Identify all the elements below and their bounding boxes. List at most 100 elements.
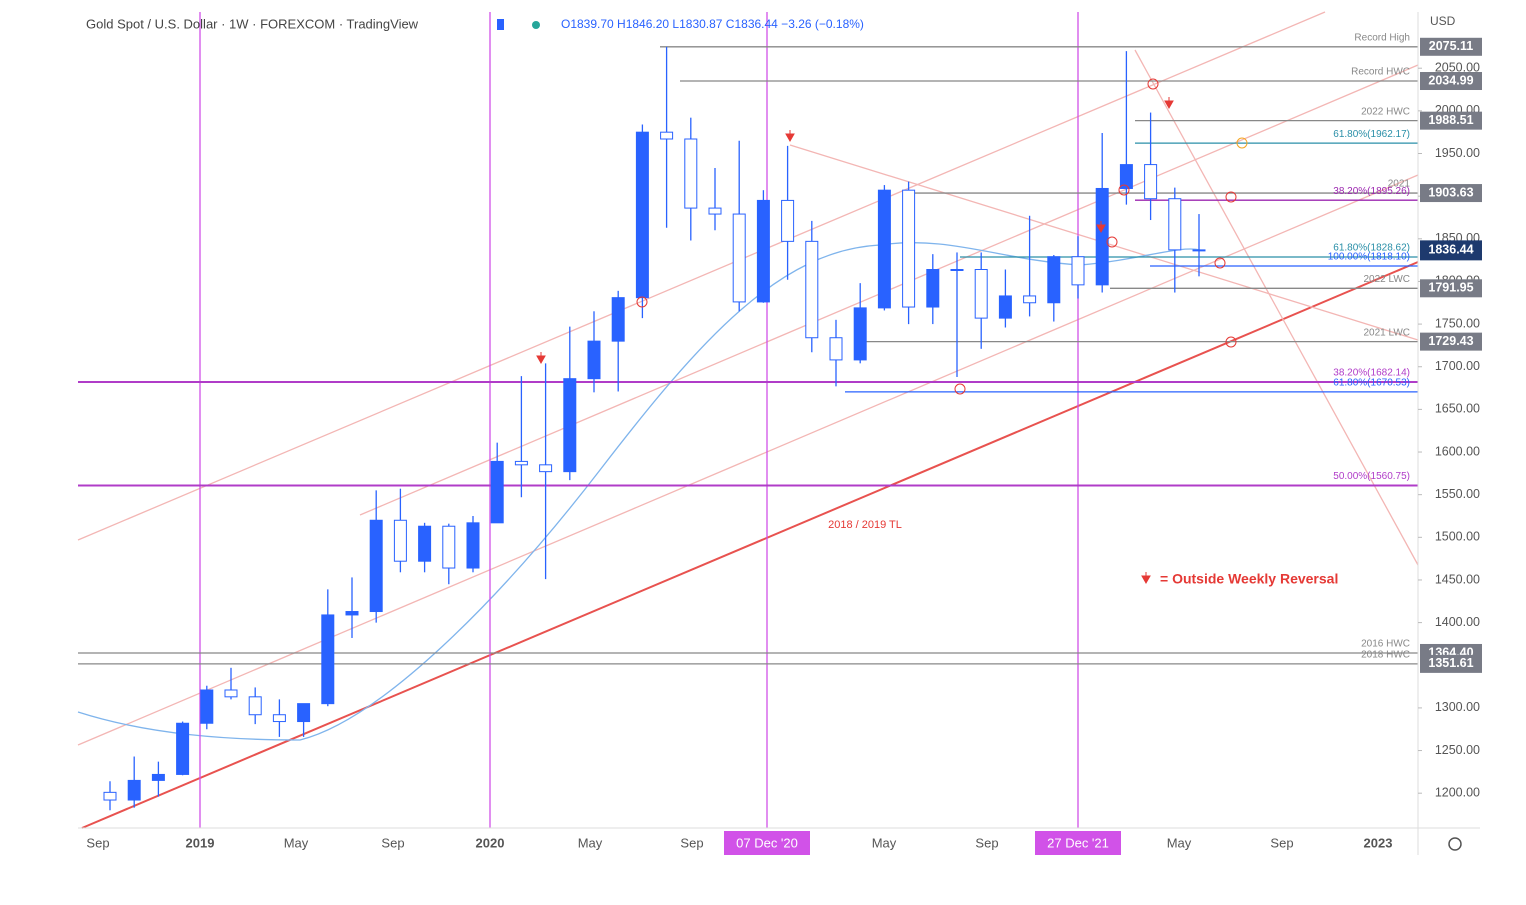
y-tick-label: 1250.00 <box>1435 743 1480 757</box>
candle-body <box>369 519 383 613</box>
icon <box>497 19 504 30</box>
date-highlight-label: 07 Dec '20 <box>736 835 798 850</box>
x-tick-label: May <box>1167 835 1192 850</box>
y-tick-label: 1950.00 <box>1435 146 1480 160</box>
channel-line <box>1134 49 1419 566</box>
x-tick-label: May <box>284 835 309 850</box>
y-tick-label: 1700.00 <box>1435 359 1480 373</box>
candle-body <box>200 689 214 724</box>
date-highlight <box>1035 831 1121 855</box>
level-label: 61.80%(1670.53) <box>1333 378 1410 389</box>
candle-body <box>418 525 432 562</box>
level-label: 100.00%(1818.10) <box>1328 252 1410 263</box>
status-dot <box>532 21 540 29</box>
x-tick-label: May <box>578 835 603 850</box>
moving-average <box>77 242 1201 741</box>
pivot-circles <box>636 78 1248 395</box>
price-tag-label: 1903.63 <box>1428 185 1473 199</box>
price-tag <box>1420 332 1482 351</box>
candle-body <box>781 199 795 242</box>
y-tick-label: 1450.00 <box>1435 572 1480 586</box>
candle-body <box>127 779 141 801</box>
level-label: 2022 HWC <box>1361 106 1410 117</box>
y-tick-label: 1550.00 <box>1435 487 1480 501</box>
x-tick-label: 2023 <box>1364 835 1393 850</box>
level-label: 2021 LWC <box>1363 327 1410 338</box>
circle <box>1214 257 1226 269</box>
price-tag-label: 1791.95 <box>1428 281 1473 295</box>
candle-body <box>756 199 770 303</box>
candle-body <box>829 337 843 361</box>
circle <box>1106 236 1118 248</box>
level-label: 2021 <box>1388 179 1411 190</box>
candle-body <box>732 213 746 303</box>
candle-body <box>853 307 867 361</box>
price-tag-label: 1729.43 <box>1428 334 1473 348</box>
candle-body <box>393 519 407 562</box>
y-tick-label: 1200.00 <box>1435 785 1480 799</box>
y-tick-label: 2050.00 <box>1435 61 1480 75</box>
candle-body <box>1168 198 1182 251</box>
arrow <box>1164 97 1174 110</box>
arrow <box>1096 221 1106 234</box>
settings-icon[interactable] <box>1448 837 1462 851</box>
candle-body <box>877 189 891 309</box>
level-label: Record High <box>1354 32 1410 43</box>
circle <box>1118 184 1130 196</box>
x-tick-label: Sep <box>86 835 109 850</box>
circle <box>1236 137 1248 149</box>
candle-body <box>466 522 480 569</box>
candle-body <box>539 464 553 473</box>
level-label: 2022 LWC <box>1363 274 1410 285</box>
last-price-tag <box>1420 240 1482 261</box>
circle <box>636 296 648 308</box>
price-tag-label: 2075.11 <box>1429 39 1474 53</box>
candle-body <box>1144 164 1158 200</box>
trendline-label: 2018 / 2019 TL <box>828 519 902 531</box>
arrow <box>785 130 795 143</box>
x-tick-label: May <box>872 835 897 850</box>
x-tick-label: 2020 <box>476 835 505 850</box>
price-tag-label: 1351.61 <box>1428 656 1473 670</box>
candle-body <box>272 714 286 723</box>
price-tag-label: 2034.99 <box>1428 73 1473 87</box>
candle-body <box>224 689 238 698</box>
candle-body <box>563 378 577 473</box>
reversal-arrows <box>536 97 1174 585</box>
y-tick-label: 1600.00 <box>1435 444 1480 458</box>
level-label: 61.80%(1962.17) <box>1333 129 1410 140</box>
y-tick-label: 1650.00 <box>1435 402 1480 416</box>
candle-body <box>660 131 674 140</box>
candle-body <box>103 791 117 801</box>
y-tick-label: 1400.00 <box>1435 615 1480 629</box>
candle-body <box>1119 164 1133 189</box>
level-label: 2016 HWC <box>1361 639 1410 650</box>
candle-body <box>708 207 722 215</box>
candle-body <box>974 269 988 319</box>
candle-body <box>684 138 698 209</box>
level-label: 50.00%(1560.75) <box>1333 471 1410 482</box>
candle-body <box>297 703 311 723</box>
date-highlight-label: 27 Dec '21 <box>1047 835 1109 850</box>
legend-text: = Outside Weekly Reversal <box>1160 571 1338 587</box>
candle-body <box>635 131 649 299</box>
chart-title: Gold Spot / U.S. Dollar · 1W · FOREXCOM … <box>86 16 419 31</box>
price-tag <box>1420 279 1482 298</box>
candle-body <box>176 722 190 775</box>
y-tick-label: 1750.00 <box>1435 316 1480 330</box>
candle-body <box>514 460 528 466</box>
candle-body <box>926 269 940 308</box>
trendline <box>81 261 1419 829</box>
candle-body <box>345 611 359 616</box>
arrow <box>536 352 546 365</box>
price-tag <box>1420 37 1482 56</box>
last-price-label: 1836.44 <box>1428 243 1473 257</box>
vertical-markers <box>199 12 1079 828</box>
plot: Record High Record HWC 2022 HWC 61.80%(1962… <box>78 32 1418 811</box>
price-tag <box>1420 111 1482 130</box>
date-highlight <box>724 831 810 855</box>
price-tag <box>1420 184 1482 203</box>
ohlc: O1839.70 H1846.20 L1830.87 C1836.44 −3.2… <box>561 17 864 31</box>
